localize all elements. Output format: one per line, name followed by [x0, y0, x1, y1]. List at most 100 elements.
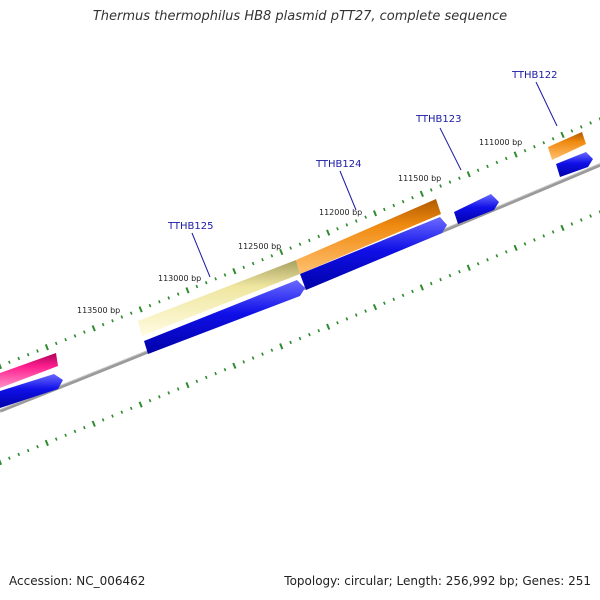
minor-tick [448, 273, 452, 278]
major-tick [513, 244, 518, 251]
gene-label-tthb123[interactable]: TTHB123 [415, 114, 462, 125]
minor-tick [383, 301, 386, 305]
minor-tick [36, 349, 39, 353]
leader-line-tthb123 [439, 127, 462, 171]
major-tick [279, 343, 284, 350]
minor-tick [354, 219, 358, 223]
minor-tick [364, 215, 367, 219]
minor-tick [523, 242, 527, 246]
minor-tick [26, 353, 30, 357]
minor-tick [308, 332, 311, 337]
minor-tick [542, 141, 546, 145]
gene-label-tthb122[interactable]: TTHB122 [511, 70, 558, 81]
minor-tick [8, 360, 11, 364]
minor-tick [158, 300, 161, 304]
minor-tick [289, 340, 292, 345]
minor-tick [533, 144, 536, 149]
minor-tick [458, 176, 461, 180]
major-tick [466, 264, 471, 271]
minor-tick [504, 250, 508, 254]
minor-tick [270, 348, 274, 352]
minor-tick [589, 214, 592, 218]
minor-tick [251, 261, 255, 266]
minor-tick [120, 315, 124, 319]
minor-tick [504, 156, 508, 161]
gene-feature-tthb125[interactable] [138, 260, 300, 336]
minor-tick [523, 148, 527, 153]
major-tick [232, 268, 237, 275]
minor-tick [83, 425, 86, 430]
major-tick [279, 248, 284, 256]
major-tick [372, 304, 378, 311]
minor-tick [54, 437, 58, 441]
major-tick [91, 420, 96, 427]
minor-tick [354, 313, 358, 317]
minor-tick [308, 238, 311, 243]
minor-tick [111, 414, 114, 418]
minor-tick [17, 356, 21, 361]
minor-tick [26, 448, 30, 453]
major-tick [419, 190, 424, 197]
inner-scale-ticks [0, 210, 600, 466]
minor-tick [64, 433, 67, 437]
minor-tick [73, 334, 77, 338]
gene-feature-tthb124[interactable] [296, 199, 441, 274]
minor-tick [17, 452, 21, 457]
minor-tick [195, 379, 199, 383]
minor-tick [429, 188, 433, 192]
scale-label-111000: 111000 bp [479, 138, 522, 147]
leader-line-tthb124 [339, 170, 357, 211]
gene-feature-tthb122[interactable] [548, 132, 586, 160]
minor-tick [214, 277, 217, 281]
minor-tick [392, 297, 396, 301]
major-tick [185, 382, 190, 389]
major-tick [326, 229, 331, 236]
gene-label-tthb125[interactable]: TTHB125 [167, 221, 214, 232]
minor-tick [458, 269, 461, 274]
minor-tick [533, 238, 536, 242]
minor-tick [401, 293, 405, 298]
major-tick [232, 362, 237, 369]
minor-tick [111, 319, 114, 323]
minor-tick [495, 160, 499, 165]
minor-tick [551, 230, 555, 234]
minor-tick [73, 429, 77, 434]
minor-tick [251, 356, 255, 360]
minor-tick [120, 410, 124, 414]
cds-arrow-tthb122[interactable] [556, 152, 593, 177]
minor-tick [570, 129, 574, 133]
map-title: Thermus thermophilus HB8 plasmid pTT27, … [92, 9, 508, 24]
minor-tick [242, 360, 246, 364]
major-tick [466, 171, 471, 178]
minor-tick [8, 456, 11, 460]
major-tick [0, 459, 3, 466]
minor-tick [542, 234, 546, 238]
minor-tick [495, 254, 499, 258]
scale-label-111500: 111500 bp [398, 174, 441, 183]
minor-tick [429, 281, 433, 286]
minor-tick [158, 395, 161, 399]
gene-label-tthb124[interactable]: TTHB124 [315, 159, 362, 170]
minor-tick [204, 375, 208, 380]
minor-tick [54, 341, 58, 346]
minor-tick [439, 184, 442, 188]
minor-tick [476, 168, 480, 173]
major-tick [560, 224, 565, 232]
scale-label-112000: 112000 bp [319, 208, 362, 217]
cds-arrow-tthb124[interactable] [300, 217, 447, 290]
cds-arrow-left[interactable] [0, 374, 63, 408]
minor-tick [336, 321, 339, 325]
minor-tick [589, 121, 592, 125]
gene-feature-pink[interactable] [0, 353, 58, 388]
minor-tick [345, 223, 349, 227]
minor-tick [214, 371, 217, 376]
minor-tick [223, 367, 227, 372]
major-tick [326, 323, 331, 330]
minor-tick [411, 195, 414, 200]
minor-tick [195, 284, 199, 289]
minor-tick [551, 137, 555, 141]
cds-arrow-tthb125[interactable] [144, 280, 305, 354]
minor-tick [242, 265, 246, 270]
cds-arrow-tthb123[interactable] [454, 194, 499, 224]
